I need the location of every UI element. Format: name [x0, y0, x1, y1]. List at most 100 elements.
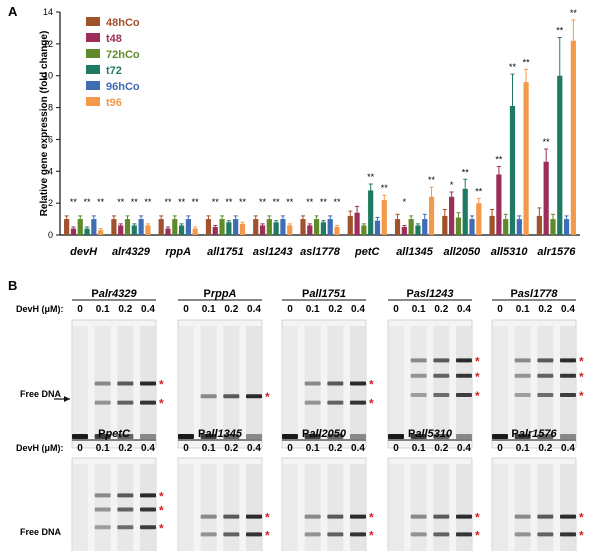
lane-label: 0 — [183, 443, 189, 454]
shifted-band — [456, 392, 472, 397]
shifted-band — [456, 373, 472, 378]
shift-star: * — [369, 377, 374, 391]
y-tick-label: 14 — [43, 7, 53, 17]
lane-smear — [223, 464, 240, 551]
bar — [192, 228, 198, 235]
lane-label: 0.4 — [141, 304, 155, 315]
category-label: asl1778 — [300, 246, 341, 258]
shifted-band — [140, 381, 156, 386]
gel-title: Pall5310 — [408, 428, 453, 440]
shifted-band — [140, 507, 156, 512]
significance-mark: ** — [509, 62, 517, 72]
shifted-band — [514, 392, 531, 397]
bar — [442, 215, 448, 235]
shifted-band — [327, 381, 344, 386]
free-dna-band — [514, 434, 531, 439]
devh-label: DevH (μM): — [16, 443, 64, 453]
shifted-band — [410, 514, 427, 519]
shifted-band — [94, 493, 111, 498]
legend-swatch — [86, 97, 100, 106]
y-tick-label: 8 — [48, 103, 53, 113]
category-label: all5310 — [491, 246, 529, 258]
legend-label: 96hCo — [106, 81, 140, 93]
significance-mark: ** — [543, 137, 551, 147]
significance-mark: ** — [164, 197, 172, 207]
bar — [98, 230, 104, 235]
lane-smear — [388, 326, 404, 440]
y-tick-label: 0 — [48, 230, 53, 240]
shifted-band — [456, 358, 472, 363]
lane-label: 0.2 — [434, 304, 448, 315]
shifted-band — [560, 532, 576, 537]
bar — [131, 225, 137, 235]
free-dna-arrowhead — [64, 396, 70, 402]
lane-smear — [456, 464, 472, 551]
shift-star: * — [159, 504, 164, 518]
lane-smear — [223, 326, 240, 440]
lane-smear — [246, 326, 262, 440]
shift-star: * — [159, 489, 164, 503]
lane-smear — [246, 464, 262, 551]
lane-label: 0.1 — [516, 304, 530, 315]
bar — [469, 219, 475, 235]
lane-smear — [282, 326, 298, 440]
y-tick-label: 10 — [43, 71, 53, 81]
shifted-band — [537, 532, 554, 537]
gel-title: Palr4329 — [91, 288, 137, 300]
shifted-band — [117, 507, 134, 512]
free-dna-band — [433, 434, 450, 439]
gel-title: Pall1751 — [302, 288, 346, 300]
significance-mark: ** — [367, 172, 375, 182]
bar — [509, 105, 516, 235]
lane-smear — [514, 464, 531, 551]
bar — [320, 222, 326, 235]
shifted-band — [410, 358, 427, 363]
bar — [408, 219, 414, 235]
free-dna-band — [410, 434, 427, 439]
shifted-band — [304, 532, 321, 537]
shift-star: * — [475, 354, 480, 368]
lane-smear — [72, 464, 88, 551]
shifted-band — [94, 400, 111, 405]
shift-star: * — [579, 354, 584, 368]
legend-swatch — [86, 49, 100, 58]
lane-label: 0.1 — [202, 443, 216, 454]
bar — [145, 225, 151, 235]
bar — [394, 219, 401, 235]
bar — [543, 161, 549, 235]
significance-mark: ** — [475, 186, 483, 196]
lane-label: 0.2 — [224, 304, 238, 315]
significance-mark: ** — [97, 197, 105, 207]
lane-label: 0.4 — [561, 304, 575, 315]
free-dna-band — [246, 434, 262, 439]
lane-label: 0.4 — [457, 304, 471, 315]
significance-mark: ** — [286, 197, 294, 207]
significance-mark: ** — [381, 183, 389, 193]
lane-smear — [350, 464, 366, 551]
shift-star: * — [159, 397, 164, 411]
bar — [70, 228, 77, 235]
lane-smear — [282, 464, 298, 551]
lane-smear — [560, 326, 576, 440]
shifted-band — [327, 514, 344, 519]
bar — [178, 225, 185, 235]
free-dna-band — [200, 434, 217, 439]
shifted-band — [560, 514, 576, 519]
bar — [327, 219, 333, 235]
lane-smear — [560, 464, 576, 551]
legend-swatch — [86, 81, 100, 90]
bar — [287, 225, 293, 235]
shifted-band — [514, 373, 531, 378]
shifted-band — [514, 514, 531, 519]
shifted-band — [200, 532, 217, 537]
lane-label: 0.4 — [351, 443, 365, 454]
legend-swatch — [86, 65, 100, 74]
bar — [374, 220, 381, 235]
bar — [280, 219, 286, 235]
bar — [354, 212, 360, 235]
bar — [401, 227, 407, 235]
lane-label: 0 — [77, 443, 83, 454]
free-dna-band — [140, 434, 156, 439]
lane-label: 0.2 — [538, 304, 552, 315]
